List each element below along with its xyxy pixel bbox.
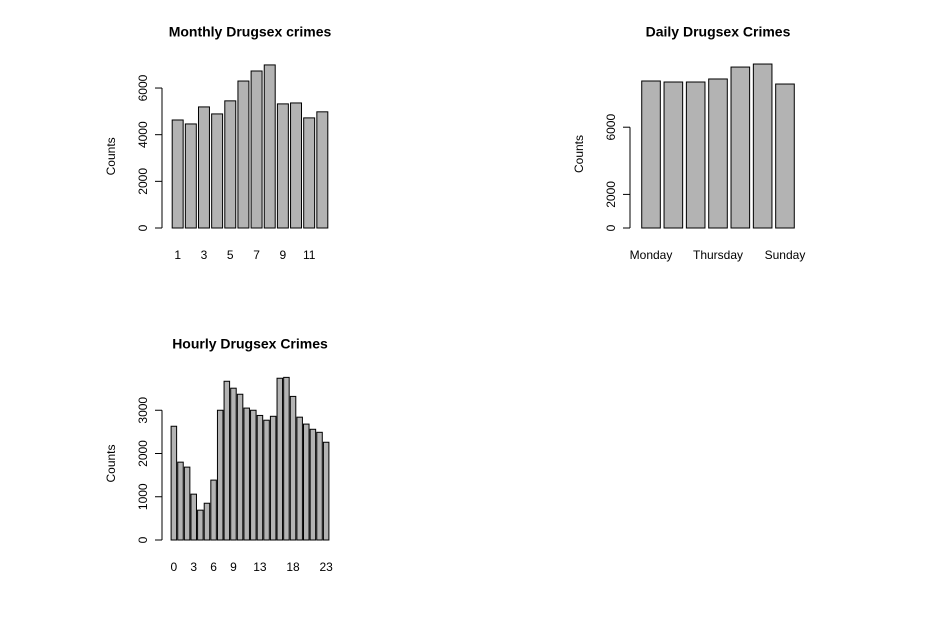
bar — [269, 415, 277, 541]
bar — [197, 509, 204, 541]
y-axis-label: Counts — [104, 137, 118, 175]
x-tick-label: Monday — [630, 248, 673, 262]
bar — [775, 83, 795, 229]
y-tick-label: 2000 — [604, 181, 618, 208]
x-tick-label: 13 — [253, 560, 267, 574]
bar — [210, 479, 217, 541]
bar — [283, 376, 290, 541]
y-tick-label: 0 — [604, 224, 618, 231]
bar — [197, 106, 210, 229]
bar — [250, 70, 263, 229]
bar — [216, 409, 224, 541]
x-tick-label: 23 — [319, 560, 333, 574]
x-tick-label: 9 — [280, 248, 287, 262]
bar — [203, 502, 211, 541]
bar — [316, 111, 329, 229]
bar — [296, 416, 303, 541]
bar — [230, 387, 237, 541]
y-tick-label: 1000 — [136, 483, 150, 510]
chart-title: Daily Drugsex Crimes — [646, 24, 791, 40]
bar — [303, 117, 316, 229]
x-tick-label: 11 — [303, 248, 316, 262]
bar — [322, 441, 330, 541]
y-tick-label: 3000 — [136, 397, 150, 424]
y-tick-label: 0 — [136, 536, 150, 543]
bar — [708, 78, 728, 229]
bar — [641, 80, 661, 229]
x-tick-label: 7 — [253, 248, 260, 262]
y-axis-label: Counts — [104, 444, 118, 482]
x-tick-label: 18 — [286, 560, 300, 574]
bar — [290, 102, 303, 229]
bar — [250, 409, 257, 541]
x-tick-label: Sunday — [765, 248, 806, 262]
bar — [289, 395, 297, 541]
bar — [263, 419, 270, 541]
y-tick-label: 0 — [136, 224, 150, 231]
x-tick-label: 6 — [210, 560, 217, 574]
bar — [184, 123, 197, 229]
bar — [276, 103, 289, 229]
x-tick-label: 3 — [190, 560, 197, 574]
bar — [730, 66, 751, 229]
bar — [190, 493, 197, 541]
bar — [256, 414, 264, 541]
chart-title: Hourly Drugsex Crimes — [172, 336, 328, 352]
bar — [303, 423, 310, 541]
bar — [177, 461, 184, 541]
bar — [243, 407, 250, 541]
bar — [685, 81, 706, 229]
x-tick-label: 5 — [227, 248, 234, 262]
x-tick-label: 1 — [174, 248, 181, 262]
bar — [663, 81, 684, 229]
bar — [223, 380, 231, 541]
x-tick-label: 9 — [230, 560, 237, 574]
bar — [752, 63, 773, 229]
y-axis-label: Counts — [572, 135, 586, 173]
y-tick-label: 2000 — [136, 168, 150, 195]
y-tick-label: 6000 — [604, 114, 618, 141]
y-tick-label: 2000 — [136, 440, 150, 467]
x-tick-label: 3 — [201, 248, 208, 262]
bar — [224, 100, 237, 229]
bar — [316, 431, 323, 541]
x-tick-label: 0 — [171, 560, 178, 574]
chart-title: Monthly Drugsex crimes — [169, 24, 332, 40]
bar — [263, 64, 276, 229]
bar — [236, 393, 244, 541]
bar — [183, 466, 191, 541]
bar — [276, 377, 284, 541]
bar — [171, 119, 184, 229]
bar — [309, 428, 317, 541]
y-tick-label: 4000 — [136, 121, 150, 148]
bar — [170, 425, 178, 541]
bar — [211, 113, 224, 229]
bar — [237, 80, 250, 229]
x-tick-label: Thursday — [693, 248, 743, 262]
y-tick-label: 6000 — [136, 74, 150, 101]
